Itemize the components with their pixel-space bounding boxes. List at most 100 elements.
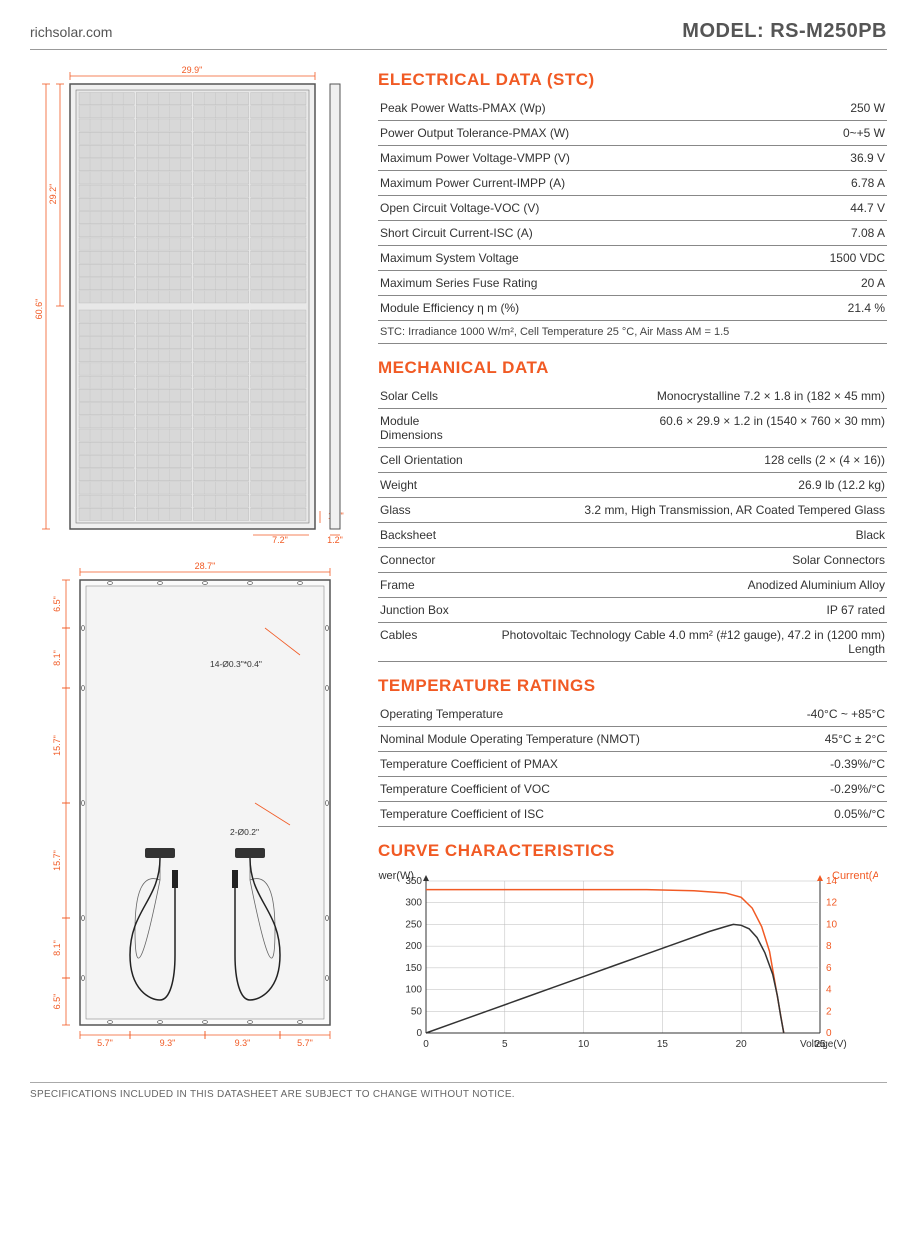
site-url: richsolar.com [30, 24, 112, 40]
svg-text:Current(A): Current(A) [832, 870, 878, 882]
temperature-title: TEMPERATURE RATINGS [378, 676, 887, 696]
mechanical-title: MECHANICAL DATA [378, 358, 887, 378]
dim-width: 29.9" [182, 65, 203, 75]
spec-value: IP 67 rated [484, 598, 887, 623]
grommet-callout: 2-Ø0.2" [230, 827, 259, 837]
spec-label: Junction Box [378, 598, 484, 623]
spec-label: Short Circuit Current-ISC (A) [378, 221, 768, 246]
spec-label: Maximum Power Current-IMPP (A) [378, 171, 768, 196]
spec-label: Open Circuit Voltage-VOC (V) [378, 196, 768, 221]
svg-text:15.7": 15.7" [52, 735, 62, 756]
svg-text:9.3": 9.3" [160, 1038, 176, 1048]
curve-title: CURVE CHARACTERISTICS [378, 841, 887, 861]
model-number: MODEL: RS-M250PB [682, 20, 887, 43]
spec-value: 7.08 A [768, 221, 887, 246]
svg-text:8.1": 8.1" [52, 650, 62, 666]
spec-label: Solar Cells [378, 384, 484, 409]
spec-row: Maximum Series Fuse Rating20 A [378, 271, 887, 296]
spec-row: Temperature Coefficient of ISC0.05%/°C [378, 802, 887, 827]
diagrams-column: 29.9" 60.6" 29.2" 7.2" 1 [30, 64, 360, 1066]
back-diagram: 28.7" 6.5"8.1"15.7"15.7"8.1"6.5" [30, 560, 360, 1050]
curve-chart: 0501001502002503003500510152025024681012… [378, 867, 887, 1057]
svg-text:2: 2 [826, 1006, 832, 1017]
spec-label: Temperature Coefficient of VOC [378, 777, 766, 802]
svg-text:0: 0 [416, 1028, 422, 1039]
spec-value: Solar Connectors [484, 548, 887, 573]
svg-text:6: 6 [826, 963, 832, 974]
front-diagram: 29.9" 60.6" 29.2" 7.2" 1 [30, 64, 360, 544]
spec-value: 128 cells (2 × (4 × 16)) [484, 448, 887, 473]
spec-value: Black [484, 523, 887, 548]
back-width: 28.7" [195, 561, 216, 571]
svg-text:300: 300 [405, 898, 422, 909]
spec-value: 3.2 mm, High Transmission, AR Coated Tem… [484, 498, 887, 523]
svg-text:50: 50 [411, 1006, 423, 1017]
svg-text:20: 20 [736, 1039, 748, 1050]
spec-row: Temperature Coefficient of PMAX-0.39%/°C [378, 752, 887, 777]
dim-cellw: 7.2" [272, 535, 288, 544]
spec-row: Cell Orientation128 cells (2 × (4 × 16)) [378, 448, 887, 473]
svg-text:Voltage(V): Voltage(V) [800, 1039, 847, 1050]
spec-row: Solar CellsMonocrystalline 7.2 × 1.8 in … [378, 384, 887, 409]
svg-text:4: 4 [826, 985, 832, 996]
spec-label: Backsheet [378, 523, 484, 548]
svg-text:8.1": 8.1" [52, 940, 62, 956]
spec-row: BacksheetBlack [378, 523, 887, 548]
svg-text:15: 15 [657, 1039, 669, 1050]
spec-row: Module Dimensions60.6 × 29.9 × 1.2 in (1… [378, 409, 887, 448]
spec-value: 20 A [768, 271, 887, 296]
spec-row: Maximum System Voltage1500 VDC [378, 246, 887, 271]
spec-row: Weight26.9 lb (12.2 kg) [378, 473, 887, 498]
svg-text:5: 5 [502, 1039, 508, 1050]
spec-label: Nominal Module Operating Temperature (NM… [378, 727, 766, 752]
spec-value: 45°C ± 2°C [766, 727, 887, 752]
spec-label: Temperature Coefficient of PMAX [378, 752, 766, 777]
svg-text:250: 250 [405, 919, 422, 930]
spec-value: 21.4 % [768, 296, 887, 321]
spec-row: Module Efficiency η m (%)21.4 % [378, 296, 887, 321]
spec-row: ConnectorSolar Connectors [378, 548, 887, 573]
spec-row: Operating Temperature-40°C ~ +85°C [378, 702, 887, 727]
spec-value: 1500 VDC [768, 246, 887, 271]
header: richsolar.com MODEL: RS-M250PB [30, 20, 887, 50]
spec-row: Glass3.2 mm, High Transmission, AR Coate… [378, 498, 887, 523]
spec-label: Module Efficiency η m (%) [378, 296, 768, 321]
svg-text:9.3": 9.3" [235, 1038, 251, 1048]
dim-half-height: 29.2" [48, 184, 58, 205]
spec-value: 6.78 A [768, 171, 887, 196]
svg-text:6.5": 6.5" [52, 596, 62, 612]
spec-label: Cell Orientation [378, 448, 484, 473]
spec-row: Maximum Power Voltage-VMPP (V)36.9 V [378, 146, 887, 171]
spec-value: 0~+5 W [768, 121, 887, 146]
spec-label: Weight [378, 473, 484, 498]
svg-text:100: 100 [405, 985, 422, 996]
spec-value: Photovoltaic Technology Cable 4.0 mm² (#… [484, 623, 887, 662]
svg-text:12: 12 [826, 898, 838, 909]
spec-value: 250 W [768, 96, 887, 121]
spec-row: Open Circuit Voltage-VOC (V)44.7 V [378, 196, 887, 221]
svg-text:5.7": 5.7" [97, 1038, 113, 1048]
spec-label: Peak Power Watts-PMAX (Wp) [378, 96, 768, 121]
spec-value: -40°C ~ +85°C [766, 702, 887, 727]
svg-text:0: 0 [423, 1039, 429, 1050]
svg-text:5.7": 5.7" [297, 1038, 313, 1048]
hole-callout: 14-Ø0.3"*0.4" [210, 659, 262, 669]
spec-row: Nominal Module Operating Temperature (NM… [378, 727, 887, 752]
spec-value: Anodized Aluminium Alloy [484, 573, 887, 598]
spec-label: Operating Temperature [378, 702, 766, 727]
spec-row: CablesPhotovoltaic Technology Cable 4.0 … [378, 623, 887, 662]
svg-text:0: 0 [826, 1028, 832, 1039]
svg-text:150: 150 [405, 963, 422, 974]
specs-column: ELECTRICAL DATA (STC) Peak Power Watts-P… [378, 64, 887, 1066]
spec-label: Temperature Coefficient of ISC [378, 802, 766, 827]
spec-value: -0.29%/°C [766, 777, 887, 802]
temperature-table: Operating Temperature-40°C ~ +85°CNomina… [378, 702, 887, 827]
spec-value: 44.7 V [768, 196, 887, 221]
dim-height: 60.6" [34, 299, 44, 320]
spec-label: Cables [378, 623, 484, 662]
spec-label: Connector [378, 548, 484, 573]
spec-value: 60.6 × 29.9 × 1.2 in (1540 × 760 × 30 mm… [484, 409, 887, 448]
spec-value: 36.9 V [768, 146, 887, 171]
spec-row: Junction BoxIP 67 rated [378, 598, 887, 623]
svg-text:10: 10 [578, 1039, 590, 1050]
